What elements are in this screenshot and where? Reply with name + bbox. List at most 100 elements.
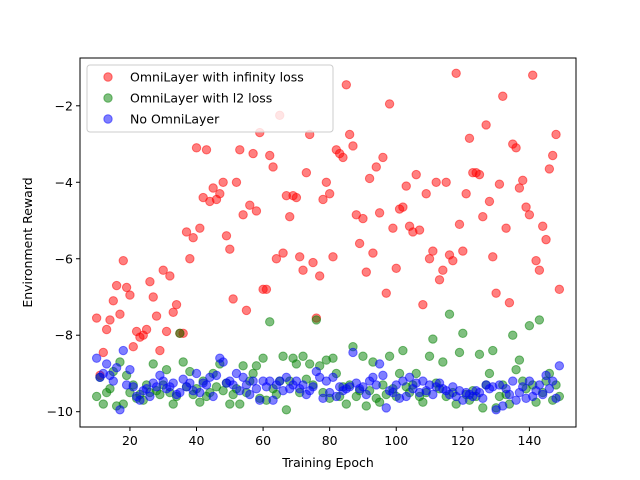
data-point-series-2 xyxy=(444,309,455,319)
data-point-series-3 xyxy=(498,401,508,411)
data-point-series-3 xyxy=(361,389,371,400)
data-point-series-1 xyxy=(181,227,192,237)
data-point-series-3 xyxy=(348,347,358,358)
data-point-series-1 xyxy=(208,183,218,193)
data-point-series-2 xyxy=(478,403,488,413)
data-point-series-3 xyxy=(331,391,342,402)
data-point-series-1 xyxy=(165,271,175,281)
data-point-series-1 xyxy=(491,288,501,298)
data-point-series-3 xyxy=(245,389,255,400)
data-point-series-1 xyxy=(158,265,168,275)
data-point-series-1 xyxy=(511,143,521,153)
x-axis-label: Training Epoch xyxy=(281,455,374,470)
data-point-series-2 xyxy=(358,351,368,361)
data-point-series-3 xyxy=(374,359,385,369)
data-point-series-2 xyxy=(161,364,172,375)
data-point-series-2 xyxy=(251,361,262,371)
data-point-series-1 xyxy=(398,202,408,212)
data-point-series-3 xyxy=(281,372,292,382)
data-point-series-1 xyxy=(548,150,558,161)
data-point-series-1 xyxy=(484,196,495,207)
data-point-series-1 xyxy=(265,150,275,161)
data-point-series-1 xyxy=(221,231,232,241)
data-point-series-1 xyxy=(195,223,205,233)
data-point-series-1 xyxy=(524,210,535,220)
x-tick-label: 120 xyxy=(451,433,475,448)
data-point-series-1 xyxy=(141,324,152,335)
data-point-series-1 xyxy=(115,309,125,319)
data-point-series-1 xyxy=(541,234,551,245)
data-point-series-2 xyxy=(424,351,435,361)
data-point-series-1 xyxy=(278,248,288,258)
data-point-series-3 xyxy=(151,382,162,392)
data-point-series-1 xyxy=(251,206,262,216)
data-point-series-1 xyxy=(538,221,548,231)
data-point-series-1 xyxy=(161,326,172,337)
data-point-series-2 xyxy=(488,345,498,356)
plot-frame xyxy=(79,57,577,428)
legend-marker xyxy=(103,93,113,103)
data-point-series-1 xyxy=(151,311,162,321)
data-point-series-3 xyxy=(504,389,515,400)
data-point-series-3 xyxy=(404,372,415,382)
data-point-series-1 xyxy=(478,211,488,222)
data-point-series-2 xyxy=(474,349,485,360)
data-point-series-2 xyxy=(511,364,521,375)
data-point-series-1 xyxy=(191,143,202,153)
data-point-series-3 xyxy=(118,345,128,356)
data-point-series-1 xyxy=(401,181,411,191)
data-point-series-3 xyxy=(141,384,152,394)
data-point-series-1 xyxy=(421,189,431,199)
data-point-series-2 xyxy=(384,351,395,361)
data-point-series-1 xyxy=(384,99,395,109)
y-tick-label: −4 xyxy=(55,175,73,190)
data-point-series-2 xyxy=(105,384,115,394)
data-point-series-1 xyxy=(285,211,295,222)
data-point-series-3 xyxy=(401,391,411,402)
data-point-series-3 xyxy=(378,370,388,381)
data-point-series-1 xyxy=(498,91,508,101)
data-point-series-1 xyxy=(458,246,468,256)
y-tick-label: −10 xyxy=(47,404,73,419)
data-point-series-1 xyxy=(534,265,545,275)
data-point-series-2 xyxy=(298,351,308,361)
data-point-series-1 xyxy=(98,347,109,358)
legend-label: OmniLayer with l2 loss xyxy=(130,91,272,106)
data-point-series-3 xyxy=(368,372,378,382)
data-point-series-2 xyxy=(484,368,495,379)
y-axis-label: Environment Reward xyxy=(20,177,35,307)
data-point-series-2 xyxy=(91,391,102,402)
data-point-series-1 xyxy=(544,164,555,174)
data-point-series-2 xyxy=(238,361,248,371)
data-point-series-1 xyxy=(235,145,245,155)
data-point-series-3 xyxy=(371,380,381,390)
data-point-series-2 xyxy=(168,399,178,409)
data-point-series-1 xyxy=(268,162,278,172)
data-point-series-1 xyxy=(128,342,138,352)
x-tick-label: 100 xyxy=(384,433,408,448)
data-point-series-1 xyxy=(431,177,441,187)
data-point-series-3 xyxy=(478,393,488,404)
data-point-series-3 xyxy=(508,376,518,386)
data-point-series-1 xyxy=(521,202,531,212)
data-point-series-3 xyxy=(381,403,391,413)
data-point-series-3 xyxy=(544,384,555,394)
data-point-series-1 xyxy=(225,244,235,254)
data-point-series-1 xyxy=(111,280,122,291)
data-point-series-2 xyxy=(265,317,275,327)
data-point-series-3 xyxy=(318,393,328,404)
data-point-series-2 xyxy=(281,405,292,415)
legend: OmniLayer with infinity loss OmniLayer wi… xyxy=(86,64,334,133)
data-point-series-3 xyxy=(191,368,202,379)
data-point-series-1 xyxy=(248,148,258,159)
data-point-series-2 xyxy=(428,334,438,344)
data-point-series-1 xyxy=(271,254,282,264)
data-point-series-2 xyxy=(454,347,465,358)
data-point-series-1 xyxy=(368,248,378,258)
y-tick-label: −2 xyxy=(55,98,73,113)
data-point-series-3 xyxy=(308,382,318,392)
data-point-series-3 xyxy=(511,395,521,405)
data-point-series-1 xyxy=(454,219,465,230)
data-point-series-3 xyxy=(328,372,338,382)
